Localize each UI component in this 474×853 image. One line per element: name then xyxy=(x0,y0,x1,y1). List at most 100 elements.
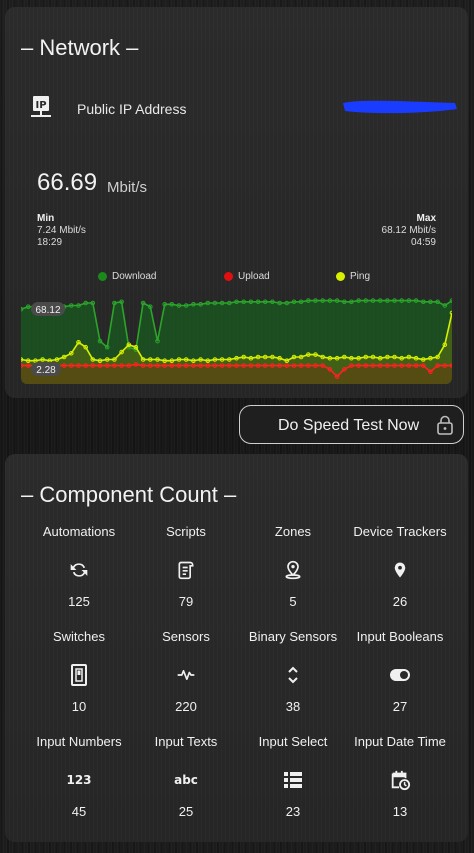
max-label: Max xyxy=(416,213,436,224)
series-download-point xyxy=(155,338,160,344)
series-ping-line xyxy=(21,312,452,362)
component-sensors[interactable]: Sensors 220 xyxy=(128,629,244,714)
series-ping-point xyxy=(133,344,139,350)
component-switches[interactable]: Switches 10 xyxy=(21,629,137,714)
series-upload-area xyxy=(21,364,452,384)
legend-ping[interactable]: Ping xyxy=(336,271,370,282)
redacted-ip-value xyxy=(343,100,457,114)
series-ping-point xyxy=(198,357,203,362)
component-device-trackers[interactable]: Device Trackers 26 xyxy=(342,524,458,609)
series-ping-point xyxy=(69,351,74,356)
series-upload-point xyxy=(212,363,218,368)
legend-upload[interactable]: Upload xyxy=(224,271,270,282)
series-ping-point xyxy=(270,354,275,360)
series-ping-point xyxy=(370,354,376,360)
component-count: 125 xyxy=(68,594,90,609)
series-download-point xyxy=(191,302,196,307)
series-upload-point xyxy=(363,363,369,368)
series-ping-point xyxy=(119,349,124,355)
refresh-icon xyxy=(21,558,137,582)
component-scripts[interactable]: Scripts 79 xyxy=(128,524,244,609)
script-icon xyxy=(128,558,244,582)
series-upload-point xyxy=(356,363,361,368)
public-ip-row[interactable]: IP Public IP Address xyxy=(31,93,461,129)
series-ping-point xyxy=(248,355,254,361)
series-upload-point xyxy=(219,363,225,368)
component-count: 79 xyxy=(178,594,194,609)
component-input-booleans[interactable]: Input Booleans 27 xyxy=(342,629,458,714)
series-download-point xyxy=(83,300,88,306)
max-value: 68.12 Mbit/s xyxy=(381,225,436,236)
series-ping-point xyxy=(349,355,354,361)
component-input-numbers[interactable]: Input Numbers 123 45 xyxy=(21,734,137,819)
series-download-point xyxy=(219,300,225,306)
series-ping-point xyxy=(33,358,38,363)
series-ping-point xyxy=(356,355,361,361)
series-ping-point xyxy=(392,354,397,360)
series-download-point xyxy=(298,299,304,305)
series-download-point xyxy=(435,299,440,305)
series-ping-point xyxy=(385,354,390,360)
component-count-title: – Component Count – xyxy=(21,482,237,507)
speed-value: 66.69 xyxy=(37,169,98,196)
network-card: – Network – IP Public IP Address 66.69 M… xyxy=(5,7,468,398)
map-marker-icon xyxy=(342,558,458,582)
component-name: Device Trackers xyxy=(353,524,447,539)
component-binary-sensors[interactable]: Binary Sensors 38 xyxy=(235,629,351,714)
component-zones[interactable]: Zones 5 xyxy=(235,524,351,609)
ip-network-icon: IP xyxy=(31,96,51,117)
component-name: Zones xyxy=(274,524,312,539)
series-download-point xyxy=(377,298,383,303)
series-upload-point xyxy=(406,363,412,368)
series-download-point xyxy=(248,299,254,305)
series-download-point xyxy=(169,302,175,307)
speed-test-button[interactable]: Do Speed Test Now xyxy=(239,405,464,444)
series-ping-point xyxy=(155,357,160,362)
series-upload-point xyxy=(334,374,340,379)
series-upload-point xyxy=(162,363,167,368)
series-ping-point xyxy=(327,355,333,361)
legend-download[interactable]: Download xyxy=(98,271,156,282)
series-ping-point xyxy=(406,354,412,360)
component-input-select[interactable]: Input Select 23 xyxy=(235,734,351,819)
component-automations[interactable]: Automations 125 xyxy=(21,524,137,609)
series-ping-point xyxy=(284,358,290,363)
series-download-point xyxy=(342,299,347,305)
series-download-line xyxy=(21,299,452,351)
series-ping-point xyxy=(298,354,304,360)
legend-download-label: Download xyxy=(112,271,157,282)
series-upload-point xyxy=(298,363,304,368)
component-name: Input Date Time xyxy=(354,734,446,749)
series-download-point xyxy=(183,303,189,308)
speed-unit: Mbit/s xyxy=(107,179,148,196)
series-download-point xyxy=(241,299,246,305)
series-upload-point xyxy=(306,363,311,368)
series-download-point xyxy=(76,303,81,308)
series-upload-point xyxy=(385,363,390,368)
legend-upload-label: Upload xyxy=(238,271,270,282)
series-ping-point xyxy=(241,354,246,360)
series-download-point xyxy=(162,302,167,307)
component-input-date-time[interactable]: Input Date Time 13 xyxy=(342,734,458,819)
component-name: Scripts xyxy=(166,524,206,539)
component-count: 38 xyxy=(285,699,301,714)
series-download-point xyxy=(370,298,376,303)
series-download-area xyxy=(21,300,452,384)
series-upload-point xyxy=(104,363,110,368)
series-upload-point xyxy=(191,363,196,368)
numeric-icon: 123 xyxy=(21,768,137,792)
chart-max-label: 68.12 xyxy=(35,305,60,316)
series-download-point xyxy=(356,298,361,303)
series-upload-point xyxy=(112,363,117,368)
min-time: 18:29 xyxy=(37,237,63,248)
series-upload-point xyxy=(449,363,452,368)
speed-chart[interactable]: 68.12 2.28 xyxy=(21,292,452,384)
svg-text:IP: IP xyxy=(36,100,47,111)
series-upload-point xyxy=(90,363,96,368)
component-input-texts[interactable]: Input Texts abc 25 xyxy=(128,734,244,819)
component-name: Input Booleans xyxy=(356,629,444,644)
series-download-point xyxy=(205,300,211,306)
component-count: 26 xyxy=(392,594,408,609)
series-download-point xyxy=(363,298,369,303)
public-ip-label: Public IP Address xyxy=(77,101,187,117)
